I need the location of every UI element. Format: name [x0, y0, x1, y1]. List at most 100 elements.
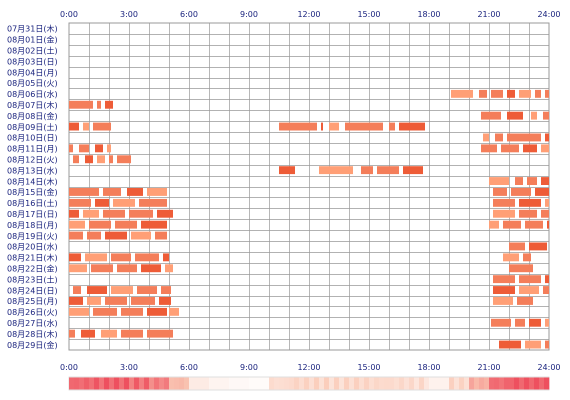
activity-segment — [547, 220, 549, 229]
activity-segment — [499, 340, 521, 349]
summary-stripe — [184, 377, 190, 390]
activity-segment — [399, 122, 425, 131]
activity-segment — [541, 209, 549, 218]
activity-segment — [507, 89, 515, 98]
summary-stripe — [259, 377, 265, 390]
summary-stripe — [449, 377, 455, 390]
day-label: 08月04日(月) — [7, 68, 58, 77]
top-tick-label: 0:00 — [60, 10, 78, 19]
bottom-tick-label: 21:00 — [477, 363, 500, 372]
day-label: 08月24日(日) — [7, 286, 58, 295]
summary-stripe — [189, 377, 195, 390]
activity-segment — [69, 307, 89, 316]
summary-stripe — [529, 377, 535, 390]
activity-segment — [103, 209, 125, 218]
activity-segment — [525, 340, 541, 349]
activity-segment — [107, 144, 111, 153]
summary-stripe — [349, 377, 355, 390]
summary-stripe — [169, 377, 175, 390]
activity-segment — [69, 100, 93, 109]
activity-segment — [545, 275, 549, 284]
activity-segment — [69, 297, 83, 305]
activity-segment — [493, 286, 515, 294]
summary-stripe — [314, 377, 320, 390]
bottom-tick-label: 0:00 — [60, 363, 78, 372]
day-label: 08月12日(火) — [7, 156, 58, 165]
activity-segment — [105, 297, 127, 305]
activity-segment — [515, 318, 525, 327]
activity-segment — [501, 144, 519, 153]
activity-segment — [361, 166, 373, 175]
day-label: 08月13日(水) — [7, 165, 58, 175]
activity-segment — [95, 198, 109, 207]
activity-segment — [85, 253, 107, 262]
summary-stripe — [224, 377, 230, 390]
activity-segment — [523, 253, 531, 262]
summary-stripe — [524, 377, 530, 390]
day-label: 08月29日(金) — [7, 340, 58, 350]
activity-segment — [535, 89, 541, 98]
summary-stripe — [409, 377, 415, 390]
summary-stripe — [419, 377, 425, 390]
activity-segment — [161, 286, 171, 294]
summary-stripe — [504, 377, 510, 390]
summary-stripe — [344, 377, 350, 390]
day-label: 08月22日(金) — [7, 264, 58, 274]
summary-stripe — [479, 377, 485, 390]
bottom-tick-label: 6:00 — [180, 363, 198, 372]
summary-stripe — [129, 377, 135, 390]
summary-stripe — [489, 377, 495, 390]
activity-segment — [483, 133, 489, 142]
summary-stripe — [99, 377, 105, 390]
summary-stripe — [294, 377, 300, 390]
day-label: 08月20日(水) — [7, 242, 58, 252]
summary-stripe — [394, 377, 400, 390]
day-label: 08月10日(日) — [7, 134, 58, 143]
day-label: 08月06日(水) — [7, 89, 58, 99]
summary-stripe — [124, 377, 130, 390]
day-label: 08月23日(土) — [7, 274, 58, 284]
activity-segment — [141, 264, 161, 273]
summary-stripe — [404, 377, 410, 390]
activity-segment — [503, 220, 521, 229]
summary-stripe — [414, 377, 420, 390]
summary-stripe — [364, 377, 370, 390]
activity-segment — [105, 100, 113, 109]
activity-segment — [545, 318, 549, 327]
activity-segment — [495, 133, 503, 142]
activity-segment — [479, 89, 487, 98]
summary-stripe — [324, 377, 330, 390]
summary-stripe — [279, 377, 285, 390]
summary-stripe — [219, 377, 225, 390]
summary-stripe — [264, 377, 270, 390]
activity-segment — [377, 166, 399, 175]
activity-segment — [481, 144, 497, 153]
activity-segment — [117, 264, 137, 273]
activity-segment — [83, 122, 89, 131]
summary-stripe — [494, 377, 500, 390]
activity-segment — [519, 286, 539, 294]
activity-segment — [329, 122, 339, 131]
activity-segment — [491, 89, 503, 98]
activity-segment — [97, 155, 105, 164]
summary-stripe — [94, 377, 100, 390]
summary-stripe — [424, 377, 430, 390]
top-tick-label: 18:00 — [417, 10, 440, 19]
activity-segment — [159, 297, 171, 305]
summary-stripe — [89, 377, 95, 390]
activity-segment — [87, 231, 101, 240]
activity-segment — [95, 144, 103, 153]
plot-frame — [68, 22, 550, 351]
activity-segment — [111, 253, 131, 262]
day-label: 08月03日(日) — [7, 57, 58, 66]
bottom-tick-label: 24:00 — [537, 363, 560, 372]
day-label: 08月19日(火) — [7, 232, 58, 241]
summary-stripe — [354, 377, 360, 390]
day-label: 08月08日(金) — [7, 111, 58, 121]
activity-segment — [541, 177, 549, 185]
activity-segment — [451, 89, 473, 98]
day-label: 08月21日(木) — [7, 253, 58, 263]
summary-stripe — [389, 377, 395, 390]
activity-segment — [319, 166, 353, 175]
